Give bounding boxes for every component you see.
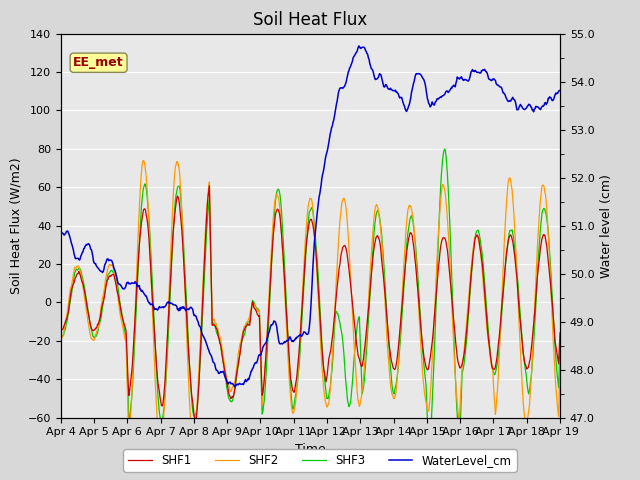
SHF1 (57, 328, 65, 334)
SHF2 (117, 316, 125, 322)
WaterLevel_cm (117, 283, 125, 289)
WaterLevel_cm (355, 43, 362, 49)
SHF1 (191, 420, 199, 426)
Title: Soil Heat Flux: Soil Heat Flux (253, 11, 367, 29)
SHF3 (441, 146, 449, 152)
SHF3 (385, 349, 393, 355)
SHF1 (372, 235, 380, 240)
SHF2 (196, 352, 204, 358)
SHF2 (157, 442, 164, 448)
WaterLevel_cm (556, 87, 564, 93)
SHF2 (556, 359, 564, 365)
SHF2 (66, 289, 74, 295)
Line: SHF3: SHF3 (61, 149, 560, 451)
Y-axis label: Soil Heat Flux (W/m2): Soil Heat Flux (W/m2) (9, 157, 22, 294)
WaterLevel_cm (195, 320, 202, 325)
SHF1 (117, 310, 125, 316)
X-axis label: Time: Time (295, 443, 326, 456)
SHF3 (556, 343, 564, 349)
SHF1 (168, 250, 176, 256)
SHF3 (371, 223, 378, 229)
SHF3 (425, 448, 433, 454)
WaterLevel_cm (66, 234, 74, 240)
SHF1 (387, 353, 394, 359)
SHF3 (66, 300, 74, 306)
Y-axis label: Water level (cm): Water level (cm) (600, 174, 613, 277)
WaterLevel_cm (168, 300, 176, 306)
Line: SHF2: SHF2 (61, 160, 560, 445)
SHF3 (195, 391, 202, 396)
SHF1 (556, 330, 564, 336)
SHF2 (140, 157, 147, 163)
SHF2 (372, 203, 380, 208)
WaterLevel_cm (372, 76, 380, 82)
SHF3 (57, 333, 65, 339)
SHF1 (205, 183, 213, 189)
SHF2 (57, 335, 65, 341)
Text: EE_met: EE_met (73, 56, 124, 69)
Line: WaterLevel_cm: WaterLevel_cm (61, 46, 560, 387)
SHF1 (195, 380, 203, 385)
SHF1 (66, 298, 74, 304)
SHF2 (387, 383, 394, 389)
SHF2 (170, 192, 177, 198)
SHF3 (168, 255, 176, 261)
WaterLevel_cm (231, 384, 239, 390)
WaterLevel_cm (387, 85, 394, 91)
WaterLevel_cm (57, 231, 65, 237)
SHF3 (117, 307, 125, 312)
Legend: SHF1, SHF2, SHF3, WaterLevel_cm: SHF1, SHF2, SHF3, WaterLevel_cm (124, 449, 516, 472)
Line: SHF1: SHF1 (61, 186, 560, 423)
